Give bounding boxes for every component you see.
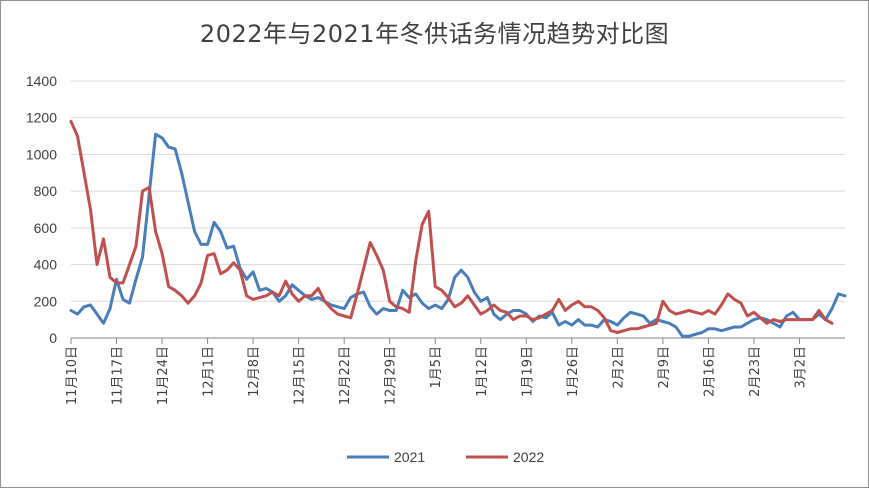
y-tick-label: 800 bbox=[34, 183, 58, 199]
legend: 2021 2022 bbox=[347, 449, 544, 465]
x-axis-ticks: 11月10日 11月17日 11月24日 12月1日 12月8日 12月15日 12月22日… bbox=[65, 338, 808, 405]
gridlines bbox=[71, 80, 845, 302]
x-tick-label: 3月2日 bbox=[793, 346, 808, 389]
legend-label-2022: 2022 bbox=[513, 449, 544, 465]
x-tick-label: 12月1日 bbox=[202, 346, 217, 397]
x-tick-label: 1月26日 bbox=[566, 346, 581, 397]
y-tick-label: 400 bbox=[34, 257, 58, 273]
series-lines bbox=[69, 119, 847, 338]
x-tick-label: 12月8日 bbox=[247, 346, 262, 397]
chart-title: 2022年与2021年冬供话务情况趋势对比图 bbox=[199, 20, 670, 48]
x-tick-label: 1月19日 bbox=[520, 346, 535, 397]
y-tick-label: 1000 bbox=[26, 146, 57, 162]
x-tick-label: 11月24日 bbox=[156, 346, 171, 405]
y-axis-ticks: 0 200 400 600 800 1000 1200 1400 bbox=[26, 73, 57, 346]
x-tick-label: 2月9日 bbox=[657, 346, 672, 389]
y-tick-label: 1400 bbox=[26, 73, 57, 89]
series-line-2022 bbox=[69, 119, 834, 334]
x-tick-label: 11月17日 bbox=[111, 346, 126, 405]
legend-label-2021: 2021 bbox=[394, 449, 425, 465]
x-tick-label: 12月22日 bbox=[338, 346, 353, 405]
x-tick-label: 11月10日 bbox=[65, 346, 80, 405]
x-tick-label: 1月5日 bbox=[429, 346, 444, 389]
x-tick-label: 12月29日 bbox=[384, 346, 399, 405]
x-tick-label: 2月2日 bbox=[611, 346, 626, 389]
x-tick-label: 2月16日 bbox=[702, 346, 717, 397]
y-tick-label: 600 bbox=[34, 220, 58, 236]
y-tick-label: 1200 bbox=[26, 110, 57, 126]
y-tick-label: 200 bbox=[34, 293, 58, 309]
y-tick-label: 0 bbox=[49, 330, 57, 346]
x-tick-label: 1月12日 bbox=[475, 346, 490, 397]
series-line-2021 bbox=[69, 132, 847, 338]
x-tick-label: 2月23日 bbox=[748, 346, 763, 397]
x-tick-label: 12月15日 bbox=[293, 346, 308, 405]
